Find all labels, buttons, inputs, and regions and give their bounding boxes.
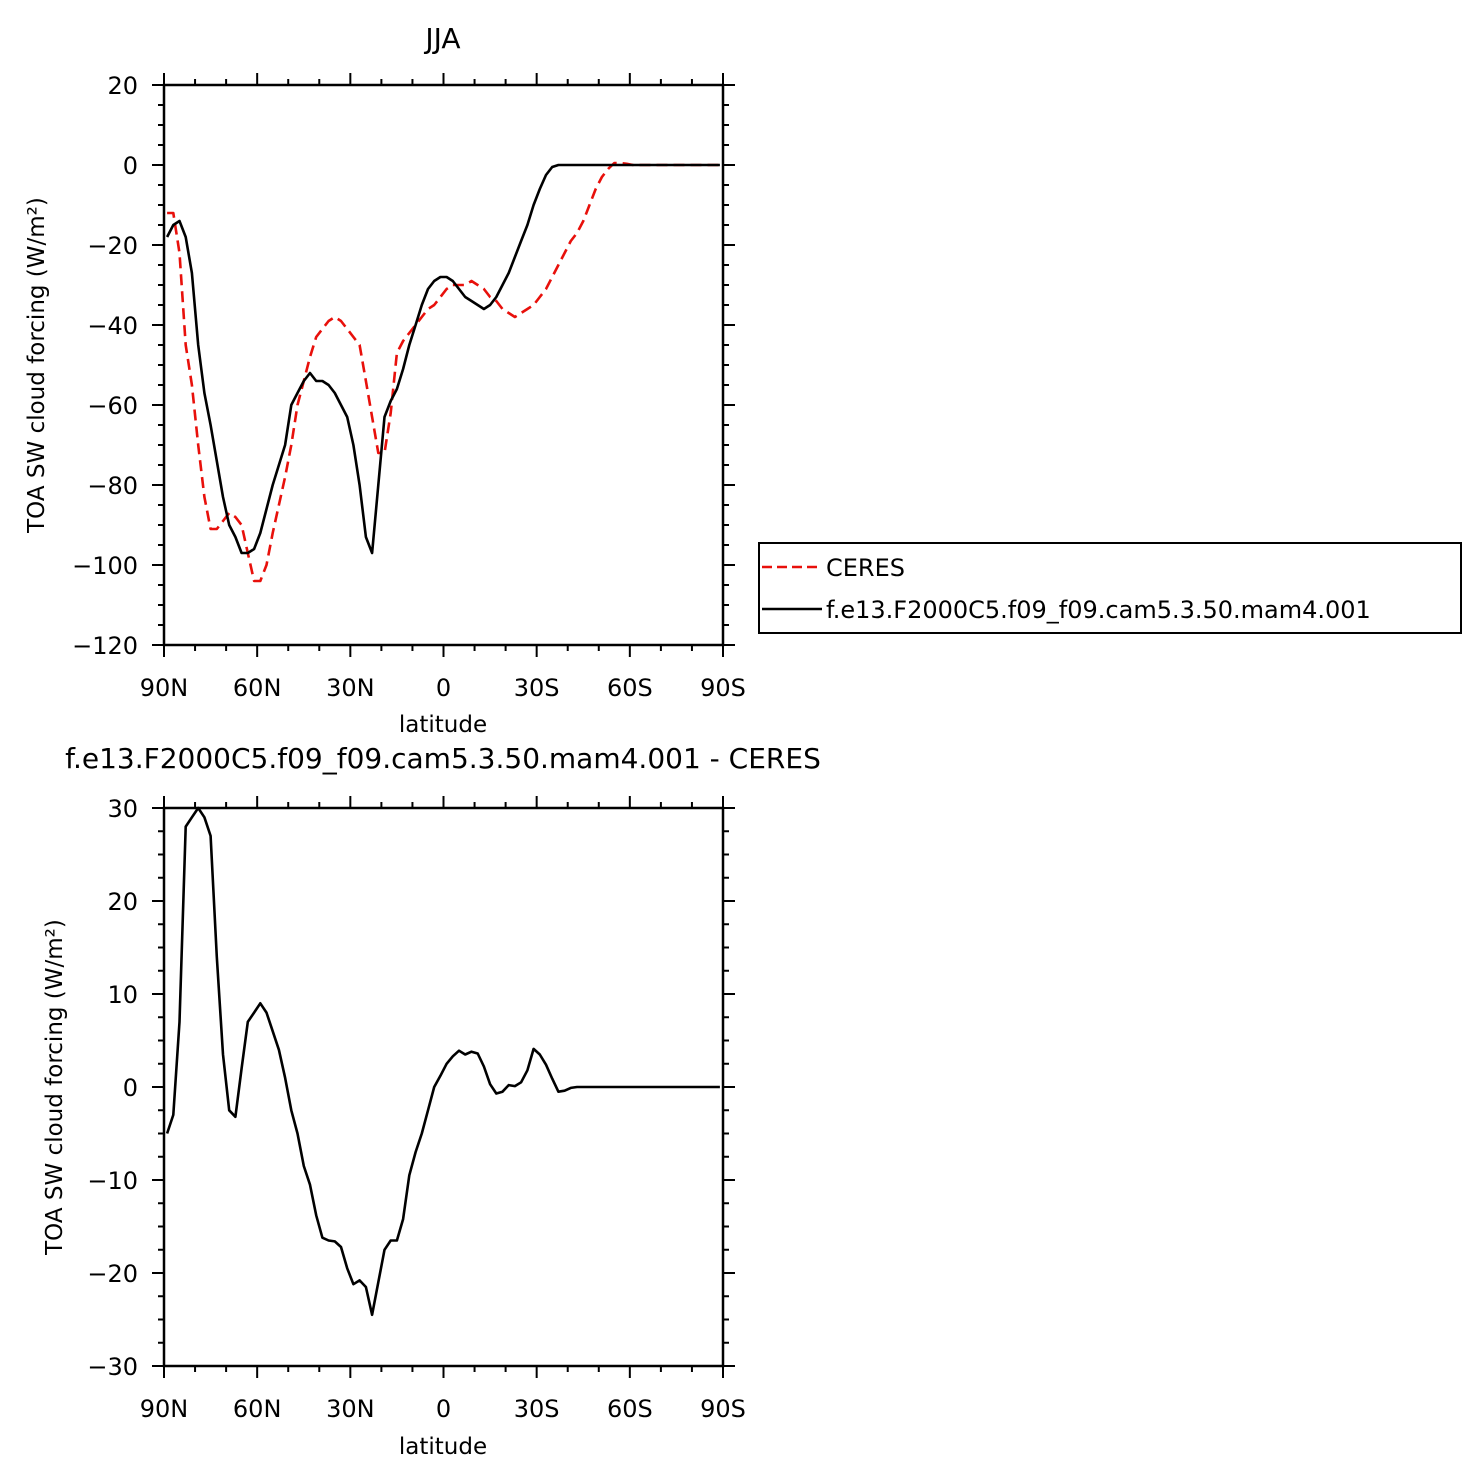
bottom-y-tick-label: −30 [87,1353,138,1381]
legend-label-ceres: CERES [826,554,905,582]
legend: CERES f.e13.F2000C5.f09_f09.cam5.3.50.ma… [758,542,1462,634]
bottom-x-tick-label: 90N [140,1395,189,1423]
bottom-y-tick-label: 20 [107,888,138,916]
bottom-series-lines [165,806,720,1317]
top-y-tick-label: −20 [87,232,138,260]
top-x-tick-label: 60N [233,674,282,702]
bottom-x-tick-label: 60S [607,1395,653,1423]
top-y-tick-label: −80 [87,472,138,500]
top-series-line-1 [165,163,720,555]
bottom-x-tick-label: 90S [700,1395,746,1423]
bottom-y-axis-label: TOA SW cloud forcing (W/m²) [42,919,68,1256]
top-axes: 90N 60N 30N 0 30S 60S 90S 20 0 −20 −40 −60 −80 −100 −1… [72,72,746,702]
top-x-axis-label: latitude [399,712,487,738]
legend-label-model: f.e13.F2000C5.f09_f09.cam5.3.50.mam4.001 [826,596,1371,624]
top-y-tick-label: −40 [87,312,138,340]
top-plot-frame [162,83,725,647]
bottom-y-tick-label: 0 [123,1074,138,1102]
top-y-tick-label: 0 [123,152,138,180]
bottom-y-tick-label: 30 [107,795,138,823]
top-y-tick-label: −60 [87,392,138,420]
bottom-x-axis-label: latitude [399,1434,487,1460]
legend-box [758,542,1462,634]
bottom-y-tick-label: −10 [87,1167,138,1195]
top-x-tick-label: 60S [607,674,653,702]
bottom-y-tick-label: −20 [87,1260,138,1288]
top-y-tick-label: 20 [107,72,138,100]
top-x-tick-label: 90N [140,674,189,702]
bottom-x-tick-label: 0 [436,1395,451,1423]
bottom-x-tick-label: 30N [326,1395,375,1423]
top-x-tick-label: 90S [700,674,746,702]
bottom-chart-title: f.e13.F2000C5.f09_f09.cam5.3.50.mam4.001… [65,742,821,775]
top-x-tick-label: 30S [514,674,560,702]
top-y-tick-label: −120 [72,632,138,660]
bottom-chart-panel: f.e13.F2000C5.f09_f09.cam5.3.50.mam4.001… [42,742,821,1460]
top-chart-panel: JJA 90N 60N 30N 0 30S 60S 90S 20 0 −20 −40 −60 −80 −1… [24,22,746,738]
top-y-axis-label: TOA SW cloud forcing (W/m²) [24,197,50,534]
bottom-y-tick-label: 10 [107,981,138,1009]
top-x-tick-label: 30N [326,674,375,702]
bottom-axes: 90N 60N 30N 0 30S 60S 90S 30 20 10 0 −10 −20 −30 [87,795,746,1423]
top-x-tick-label: 0 [436,674,451,702]
bottom-x-tick-label: 30S [514,1395,560,1423]
bottom-series-line-0 [165,806,720,1317]
top-series-lines [165,161,720,583]
top-series-line-0 [167,161,720,583]
top-y-tick-label: −100 [72,552,138,580]
top-chart-title: JJA [423,22,460,55]
bottom-x-tick-label: 60N [233,1395,282,1423]
